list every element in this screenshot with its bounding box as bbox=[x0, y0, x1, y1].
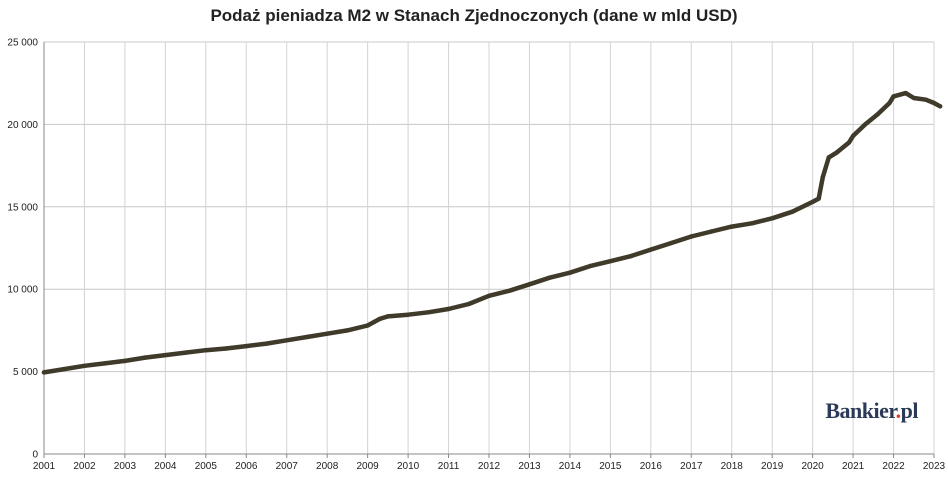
data-point bbox=[183, 350, 188, 355]
data-point bbox=[264, 341, 269, 346]
data-point bbox=[284, 338, 289, 343]
y-tick-label: 10 000 bbox=[7, 285, 38, 296]
data-point bbox=[426, 310, 431, 315]
data-point bbox=[628, 254, 633, 259]
x-tick-label: 2007 bbox=[276, 461, 299, 472]
x-tick-label: 2001 bbox=[33, 461, 56, 472]
x-tick-label: 2017 bbox=[680, 461, 703, 472]
bankier-logo: Bankier.pl bbox=[825, 398, 918, 424]
data-point bbox=[385, 314, 391, 319]
data-point bbox=[931, 100, 937, 106]
data-point bbox=[466, 301, 471, 307]
chart-title: Podaż pieniadza M2 w Stanach Zjednoczony… bbox=[210, 6, 738, 25]
x-tick-label: 2019 bbox=[761, 461, 784, 472]
x-tick-label: 2011 bbox=[438, 461, 460, 472]
data-point bbox=[820, 174, 825, 180]
data-point bbox=[405, 312, 411, 317]
data-point bbox=[377, 316, 382, 322]
x-tick-label: 2012 bbox=[478, 461, 501, 472]
x-tick-label: 2020 bbox=[802, 461, 825, 472]
x-tick-label: 2018 bbox=[721, 461, 744, 472]
y-tick-label: 20 000 bbox=[7, 120, 38, 131]
data-point bbox=[923, 97, 929, 102]
data-point bbox=[244, 343, 249, 349]
data-point bbox=[834, 150, 840, 155]
data-point bbox=[863, 122, 868, 127]
x-tick-label: 2004 bbox=[154, 461, 177, 472]
logo-dot: . bbox=[895, 398, 902, 423]
data-point bbox=[446, 306, 451, 312]
data-point bbox=[911, 95, 916, 101]
data-point bbox=[587, 263, 593, 269]
data-point bbox=[304, 334, 310, 340]
x-tick-label: 2008 bbox=[316, 461, 339, 472]
data-point bbox=[790, 209, 795, 214]
data-point bbox=[527, 282, 532, 287]
series-line bbox=[41, 90, 943, 375]
vertical-gridlines bbox=[43, 42, 935, 454]
logo-name: Bankier bbox=[825, 398, 896, 423]
data-point bbox=[82, 363, 87, 368]
data-point bbox=[826, 155, 831, 160]
data-point bbox=[846, 140, 852, 145]
y-tick-label: 5 000 bbox=[13, 367, 38, 378]
series-group bbox=[41, 90, 943, 375]
data-point bbox=[891, 94, 896, 99]
data-point bbox=[223, 346, 229, 351]
data-point bbox=[547, 275, 552, 280]
data-point bbox=[810, 199, 815, 205]
data-point bbox=[365, 323, 370, 328]
data-point bbox=[61, 366, 67, 372]
x-tick-label: 2005 bbox=[195, 461, 218, 472]
x-tick-label: 2023 bbox=[923, 461, 946, 472]
x-axis-tick-labels: 2001 2002 2003 2004 2005 2006 2007 2008 2009 2010… bbox=[33, 461, 946, 472]
data-point bbox=[850, 133, 856, 139]
data-point bbox=[749, 221, 755, 226]
x-tick-label: 2013 bbox=[518, 461, 541, 472]
x-tick-label: 2015 bbox=[599, 461, 622, 472]
data-point bbox=[937, 104, 943, 109]
data-point bbox=[903, 90, 908, 96]
x-tick-label: 2014 bbox=[559, 461, 582, 472]
data-point bbox=[486, 293, 492, 298]
data-point bbox=[325, 331, 330, 336]
data-point bbox=[608, 259, 613, 264]
y-tick-label: 0 bbox=[32, 450, 38, 461]
logo-suffix: pl bbox=[900, 398, 919, 423]
data-point bbox=[648, 247, 653, 252]
data-point bbox=[668, 240, 674, 246]
data-point bbox=[142, 355, 148, 360]
data-point bbox=[816, 196, 821, 201]
x-tick-label: 2016 bbox=[640, 461, 663, 472]
data-point bbox=[729, 224, 734, 229]
x-tick-label: 2021 bbox=[842, 461, 865, 472]
data-point bbox=[345, 328, 350, 333]
x-tick-label: 2003 bbox=[114, 461, 137, 472]
y-axis-tick-labels: 0 5 000 10 000 15 000 20 000 25 000 bbox=[7, 38, 38, 461]
y-tick-label: 25 000 bbox=[7, 38, 38, 49]
data-point bbox=[163, 352, 168, 358]
data-point bbox=[507, 288, 512, 293]
x-tick-label: 2010 bbox=[397, 461, 420, 472]
data-point bbox=[770, 216, 775, 221]
x-tick-label: 2022 bbox=[882, 461, 905, 472]
data-point bbox=[887, 100, 892, 106]
data-point bbox=[122, 358, 128, 364]
data-point bbox=[203, 348, 208, 353]
x-tick-label: 2009 bbox=[357, 461, 380, 472]
axes bbox=[43, 42, 935, 458]
data-point bbox=[102, 361, 107, 366]
x-tick-label: 2006 bbox=[235, 461, 258, 472]
data-point bbox=[41, 370, 47, 375]
data-point bbox=[689, 234, 694, 239]
data-point bbox=[709, 229, 714, 234]
x-tick-label: 2002 bbox=[73, 461, 96, 472]
y-tick-label: 15 000 bbox=[7, 202, 38, 213]
data-point bbox=[875, 112, 880, 117]
data-point bbox=[567, 270, 573, 275]
